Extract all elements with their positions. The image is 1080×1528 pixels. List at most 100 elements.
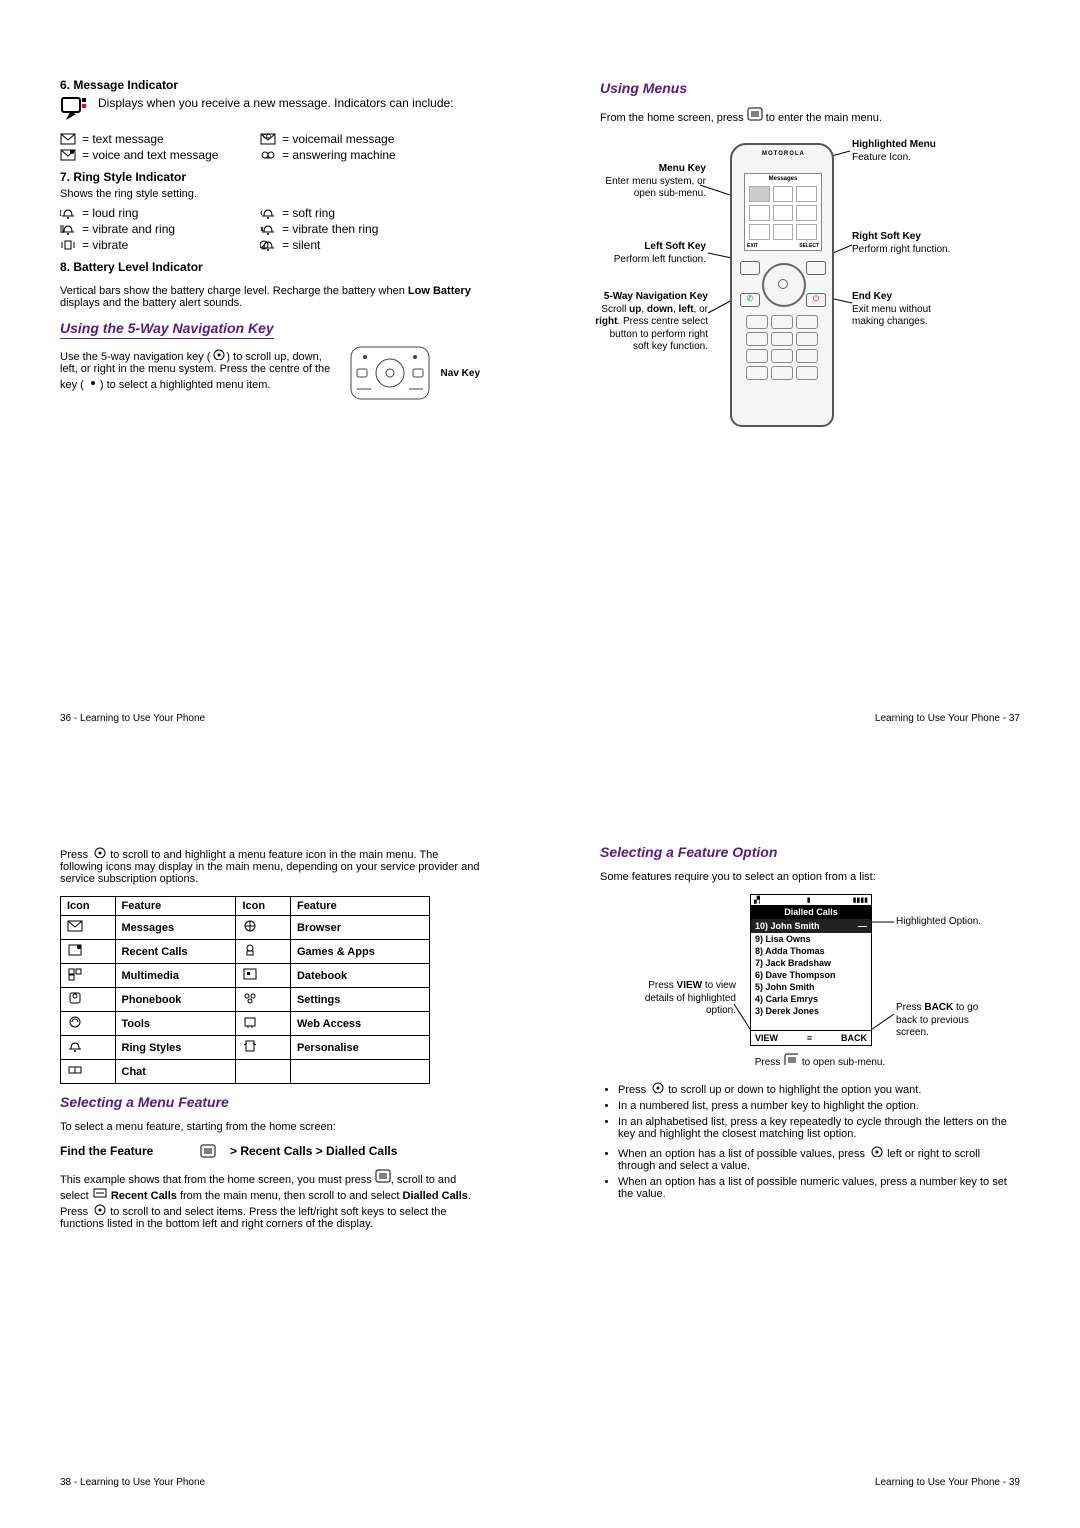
c-view: Press VIEW to view details of highlighte…	[630, 980, 736, 1018]
list-screen-diagram: ▞▏▮▮▮▮▮ Dialled Calls 10) John Smith— 9)…	[630, 894, 990, 1074]
ls-highlighted: 10) John Smith—	[751, 919, 871, 933]
navkey-label: Nav Key	[441, 368, 480, 379]
h-ring-style: 7. Ring Style Indicator	[60, 170, 480, 184]
lbl: = voice and text message	[82, 148, 218, 162]
feature-name: Web Access	[290, 1012, 429, 1036]
vibrate-ring-icon	[60, 222, 76, 236]
page-37: Using Menus From the home screen, press …	[540, 0, 1080, 764]
nav-center-icon	[84, 375, 100, 389]
table-row: Phonebook Settings	[61, 988, 430, 1012]
lbl: = silent	[282, 238, 320, 252]
nav-icon	[91, 1202, 107, 1216]
callout-rsk: Right Soft KeyPerform right function.	[852, 231, 960, 256]
th-feature: Feature	[115, 897, 236, 916]
feature-icon	[236, 940, 291, 964]
msg-block: Displays when you receive a new message.…	[60, 96, 480, 124]
table-row: MessagesBrowser	[61, 916, 430, 940]
bullet-item: In a numbered list, press a number key t…	[618, 1100, 1020, 1112]
menus-intro: From the home screen, press to enter the…	[600, 107, 1020, 124]
th-icon: Icon	[236, 897, 291, 916]
feature-icon	[236, 1012, 291, 1036]
feature-icon	[61, 1012, 116, 1036]
feature-name: Tools	[115, 1012, 236, 1036]
menu-key-icon	[783, 1052, 799, 1066]
h-nav-key: Using the 5-Way Navigation Key	[60, 320, 480, 339]
page-38: Press to scroll to and highlight a menu …	[0, 764, 540, 1528]
callout-lsk: Left Soft KeyPerform left function.	[600, 241, 706, 266]
feature-icon	[61, 988, 116, 1012]
table-row: MultimediaDatebook	[61, 964, 430, 988]
table-row: Recent CallsGames & Apps	[61, 940, 430, 964]
feature-icon	[61, 964, 116, 988]
list-item: 7) Jack Bradshaw	[751, 957, 871, 969]
vibrate-icon	[60, 238, 76, 252]
nav-circle	[762, 263, 806, 307]
list-screen: ▞▏▮▮▮▮▮ Dialled Calls 10) John Smith— 9)…	[750, 894, 872, 1046]
recent-calls-icon	[92, 1186, 108, 1200]
lbl: = text message	[82, 132, 164, 146]
bullet-item: When an option has a list of possible nu…	[618, 1176, 1020, 1200]
lbl: = soft ring	[282, 206, 335, 220]
navkey-diagram: Nav Key	[347, 343, 480, 403]
lbl: = vibrate and ring	[82, 222, 175, 236]
feature-icon	[61, 940, 116, 964]
ring-list: = loud ring = soft ring = vibrate and ri…	[60, 206, 480, 252]
p39-intro: Some features require you to select an o…	[600, 871, 1020, 883]
feature-table: Icon Feature Icon Feature MessagesBrowse…	[60, 896, 430, 1084]
battery-text: Vertical bars show the battery charge le…	[60, 285, 480, 309]
list-item: 5) John Smith	[751, 981, 871, 993]
message-indicator-icon	[60, 96, 90, 124]
callout-end: End KeyExit menu without making changes.	[852, 291, 952, 329]
find-feature: Find the Feature > Recent Calls > Dialle…	[60, 1144, 480, 1158]
page-footer: 38 - Learning to Use Your Phone	[60, 1477, 205, 1488]
list-item: 6) Dave Thompson	[751, 969, 871, 981]
c-highlighted: Highlighted Option.	[896, 916, 981, 929]
page-footer: 36 - Learning to Use Your Phone	[60, 713, 205, 724]
feature-icon	[61, 1060, 116, 1084]
menu-key-icon	[747, 107, 763, 121]
menu-key-icon	[200, 1144, 216, 1158]
feature-name	[290, 1060, 429, 1084]
list-item: 9) Lisa Owns	[751, 933, 871, 945]
voicemail-icon	[260, 132, 276, 146]
page-footer: Learning to Use Your Phone - 39	[875, 1477, 1020, 1488]
answering-machine-icon	[260, 148, 276, 162]
silent-icon	[260, 238, 276, 252]
c-back: Press BACK to go back to previous screen…	[896, 1002, 996, 1040]
ls-title: Dialled Calls	[751, 905, 871, 919]
ls-right: BACK	[841, 1033, 867, 1043]
feature-name: Phonebook	[115, 988, 236, 1012]
feature-name: Datebook	[290, 964, 429, 988]
menu-key-icon	[375, 1169, 391, 1183]
table-row: Chat	[61, 1060, 430, 1084]
feature-name: Ring Styles	[115, 1036, 236, 1060]
table-row: Ring Styles Personalise	[61, 1036, 430, 1060]
pages: 6. Message Indicator Displays when you r…	[0, 0, 1080, 1528]
soft-ring-icon	[260, 206, 276, 220]
phone-screen: Messages EXITSELECT	[744, 173, 822, 251]
bullet-item: When an option has a list of possible va…	[618, 1144, 1020, 1172]
h-selecting-menu: Selecting a Menu Feature	[60, 1094, 480, 1110]
h-msg-indicator: 6. Message Indicator	[60, 78, 480, 92]
feature-icon	[236, 964, 291, 988]
page-footer: Learning to Use Your Phone - 37	[875, 713, 1020, 724]
feature-name: Chat	[115, 1060, 236, 1084]
feature-name: Settings	[290, 988, 429, 1012]
feature-name: Personalise	[290, 1036, 429, 1060]
sel-p: To select a menu feature, starting from …	[60, 1121, 480, 1133]
bullet-item: In an alphabetised list, press a key rep…	[618, 1116, 1020, 1140]
feature-icon	[236, 988, 291, 1012]
lbl: = vibrate then ring	[282, 222, 378, 236]
lbl: = loud ring	[82, 206, 138, 220]
callout-nav: 5-Way Navigation KeyScroll up, down, lef…	[592, 291, 708, 354]
feature-icon	[61, 916, 116, 940]
callout-menu-key: Menu KeyEnter menu system, or open sub-m…	[600, 163, 706, 201]
menu-icon: ≡	[807, 1033, 812, 1043]
page-36: 6. Message Indicator Displays when you r…	[0, 0, 540, 764]
nav-icon	[649, 1080, 665, 1094]
callout-highlighted: Highlighted MenuFeature Icon.	[852, 139, 952, 164]
lbl: = vibrate	[82, 238, 128, 252]
option-bullets: Press to scroll up or down to highlight …	[600, 1080, 1020, 1200]
feature-icon	[236, 1036, 291, 1060]
list-item: 3) Derek Jones	[751, 1005, 871, 1017]
